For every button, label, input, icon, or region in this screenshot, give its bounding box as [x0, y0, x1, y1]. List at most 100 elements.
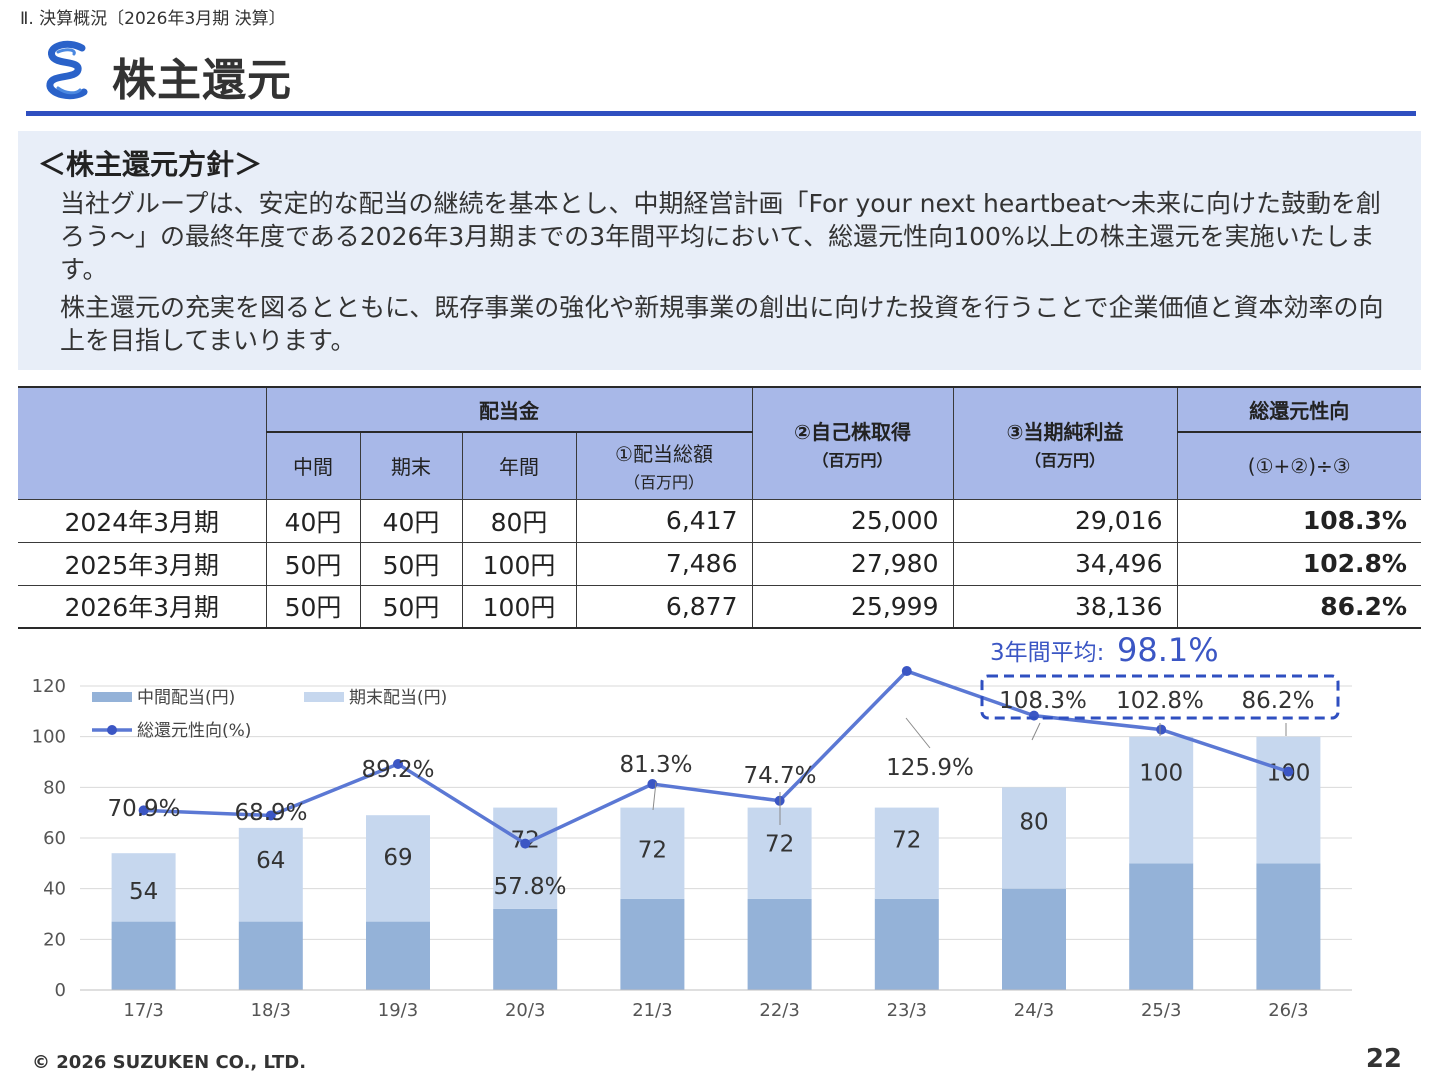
y-tick-label: 100: [32, 727, 66, 748]
x-tick-label: 18/3: [251, 1000, 291, 1021]
buyback-header-label: ②自己株取得: [794, 419, 911, 444]
x-tick-label: 22/3: [759, 1000, 799, 1021]
payout-label: 57.8%: [493, 874, 566, 900]
y-tick-label: 0: [55, 980, 66, 1001]
legend-payout-label: 総還元性向(%): [137, 721, 251, 741]
x-tick-label: 21/3: [632, 1000, 672, 1021]
row-buyback: 27,980: [751, 542, 953, 586]
three-year-box: [980, 674, 1340, 720]
payout-label: 74.7%: [743, 763, 816, 789]
payout-point: [901, 666, 912, 677]
row-total-dividend: 6,417: [575, 499, 752, 543]
leader-line: [652, 781, 657, 811]
buyback-header-unit: （百万円）: [812, 450, 893, 470]
page-number: 22: [1365, 1044, 1402, 1074]
row-annual: 80円: [461, 499, 576, 543]
x-tick-label: 25/3: [1141, 1000, 1181, 1021]
row-total-dividend: 6,877: [575, 585, 752, 629]
row-payout: 108.3%: [1176, 499, 1421, 543]
payout-point: [520, 838, 531, 849]
three-year-average-label: 3年間平均:: [990, 640, 1104, 666]
x-tick-label: 26/3: [1268, 1000, 1308, 1021]
legend-interim-label: 中間配当(円): [137, 688, 235, 708]
bar-total-label: 54: [129, 879, 158, 905]
bar-interim: [1256, 863, 1321, 990]
page-title: 株主還元: [112, 55, 292, 106]
bar-interim: [493, 908, 558, 990]
row-annual: 100円: [461, 585, 576, 629]
payout-point: [138, 805, 149, 816]
payout-label: 89.2%: [361, 757, 434, 783]
payout-point: [393, 759, 403, 770]
net-income-header: ③当期純利益 （百万円）: [952, 386, 1178, 500]
payout-point: [1156, 724, 1167, 735]
legend-swatch-payout-point: [107, 725, 117, 735]
bar-year-end: [874, 807, 939, 899]
title-divider: [26, 111, 1416, 116]
bar-interim: [1129, 863, 1194, 990]
payout-point: [1283, 766, 1294, 777]
row-total-dividend: 7,486: [575, 542, 752, 586]
legend-year-end-label: 期末配当(円): [349, 688, 447, 708]
payout-label: 125.9%: [886, 755, 974, 781]
y-tick-label: 80: [43, 777, 66, 798]
leader-line: [905, 717, 931, 749]
row-net-income: 29,016: [952, 499, 1177, 543]
row-year: 2025年3月期: [18, 542, 266, 586]
total-dividend-header-label: ①配当総額: [615, 442, 713, 467]
table-row: 2025年3月期 50円 50円 100円 7,486 27,980 34,49…: [18, 542, 1421, 586]
bar-interim: [238, 921, 303, 990]
x-tick-label: 17/3: [123, 1000, 163, 1021]
net-income-header-unit: （百万円）: [1024, 450, 1105, 470]
row-buyback: 25,000: [751, 499, 953, 543]
policy-heading: ＜株主還元方針＞: [38, 148, 263, 181]
y-tick-label: 60: [43, 828, 66, 849]
x-tick-label: 23/3: [887, 1000, 927, 1021]
payout-label: 81.3%: [619, 752, 692, 778]
table-row: 2024年3月期 40円 40円 80円 6,417 25,000 29,016…: [18, 499, 1421, 543]
row-interim: 50円: [265, 585, 360, 629]
row-payout: 102.8%: [1176, 542, 1421, 586]
policy-box: ＜株主還元方針＞ 当社グループは、安定的な配当の継続を基本とし、中期経営計画「F…: [18, 131, 1421, 370]
row-year: 2024年3月期: [18, 499, 266, 543]
x-tick-label: 20/3: [505, 1000, 545, 1021]
company-logo: [46, 40, 88, 100]
table-row: 2026年3月期 50円 50円 100円 6,877 25,999 38,13…: [18, 585, 1421, 629]
row-buyback: 25,999: [751, 585, 953, 629]
bar-total-label: 100: [1139, 761, 1183, 787]
bar-interim: [874, 898, 939, 990]
policy-paragraph-1: 当社グループは、安定的な配当の継続を基本とし、中期経営計画「For your n…: [60, 189, 1382, 284]
bar-total-label: 72: [892, 828, 921, 854]
payout-header: 総還元性向: [1176, 386, 1421, 433]
leader-line: [1031, 722, 1041, 741]
dividend-group-header: 配当金: [265, 386, 753, 433]
y-tick-label: 120: [32, 676, 66, 697]
bar-year-end: [111, 853, 176, 922]
payout-formula-header: (①+②)÷③: [1176, 431, 1421, 500]
row-year-end: 40円: [359, 499, 462, 543]
bar-interim: [111, 921, 176, 990]
bar-interim: [620, 898, 685, 990]
row-net-income: 38,136: [952, 585, 1177, 629]
shareholder-return-table: 配当金 ②自己株取得 （百万円） ③当期純利益 （百万円） 総還元性向 中間 期…: [18, 386, 1421, 629]
policy-paragraph-2: 株主還元の充実を図るとともに、既存事業の強化や新規事業の創出に向けた投資を行うこ…: [60, 293, 1384, 355]
payout-label: 68.9%: [234, 800, 307, 826]
payout-label: 108.3%: [999, 688, 1087, 714]
dividend-payout-chart: 0 20 40 60 80 100 120 17/3 18/3 19/3 20/3 21/3 22/3 2…: [32, 631, 1352, 1021]
net-income-header-label: ③当期純利益: [1006, 419, 1124, 444]
x-tick-label: 24/3: [1014, 1000, 1054, 1021]
row-year: 2026年3月期: [18, 585, 266, 629]
interim-header: 中間: [265, 431, 361, 500]
payout-label: 102.8%: [1116, 688, 1204, 714]
payout-label: 86.2%: [1241, 688, 1314, 714]
row-annual: 100円: [461, 542, 576, 586]
x-tick-label: 19/3: [378, 1000, 418, 1021]
y-tick-label: 40: [43, 879, 66, 900]
bar-year-end: [1002, 787, 1066, 889]
bar-total-label: 72: [765, 832, 794, 858]
bar-interim: [747, 898, 812, 990]
bar-year-end: [493, 807, 558, 909]
bar-total-label: 72: [638, 838, 667, 864]
bar-year-end: [366, 815, 430, 922]
year-end-header: 期末: [359, 431, 463, 500]
